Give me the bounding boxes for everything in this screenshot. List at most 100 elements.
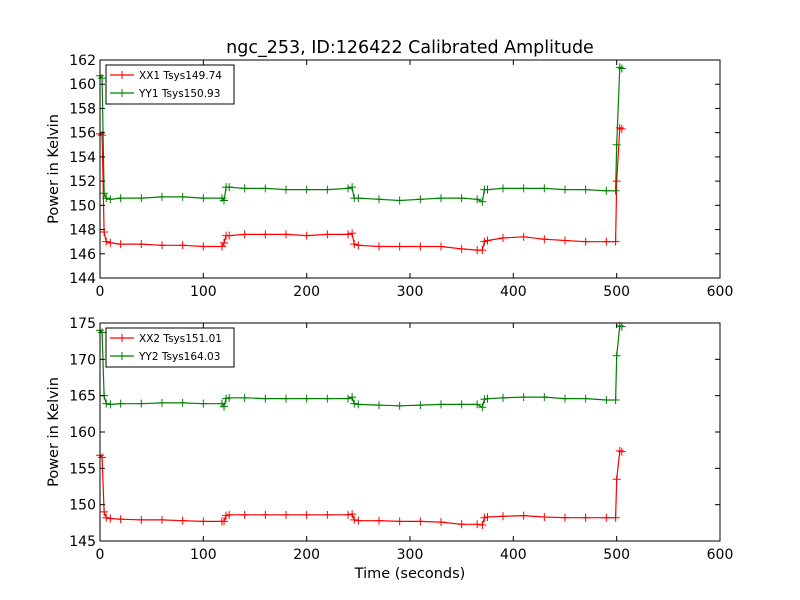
- data-point: [602, 513, 611, 522]
- data-point: [220, 517, 228, 526]
- data-point: [395, 517, 404, 526]
- data-point: [437, 242, 445, 251]
- data-point: [540, 513, 549, 522]
- data-point: [354, 516, 363, 525]
- x-tick-label: 0: [96, 284, 105, 300]
- data-point: [102, 513, 111, 522]
- data-point: [302, 185, 311, 194]
- legend-label: YY1 Tsys150.93: [138, 88, 220, 100]
- data-point: [499, 184, 507, 193]
- y-tick-label: 158: [69, 101, 96, 117]
- data-point: [158, 398, 166, 407]
- data-point: [106, 238, 115, 247]
- data-point: [98, 328, 107, 337]
- data-point: [612, 140, 621, 149]
- data-point: [261, 394, 270, 403]
- data-point: [261, 230, 270, 239]
- data-point: [483, 236, 492, 245]
- y-tick-label: 150: [69, 498, 96, 514]
- data-point: [225, 231, 234, 240]
- data-point: [478, 197, 487, 206]
- x-axis-label: Time (seconds): [354, 566, 466, 582]
- y-tick-label: 165: [69, 389, 96, 405]
- data-point: [457, 194, 466, 203]
- y-tick-label: 170: [69, 352, 96, 368]
- y-tick-label: 155: [69, 461, 96, 477]
- data-point: [102, 237, 111, 246]
- data-point: [617, 322, 626, 331]
- data-point: [395, 401, 404, 410]
- data-point: [137, 399, 146, 408]
- data-point: [581, 394, 590, 403]
- data-point: [457, 520, 466, 529]
- data-point: [225, 510, 234, 519]
- data-point: [437, 518, 445, 527]
- data-point: [519, 511, 528, 520]
- data-point: [178, 398, 187, 407]
- y-tick-label: 150: [69, 198, 96, 214]
- data-point: [116, 515, 125, 524]
- series-2: [96, 63, 626, 206]
- data-point: [344, 184, 352, 193]
- data-point: [478, 521, 487, 530]
- data-point: [158, 241, 166, 250]
- data-point: [302, 394, 311, 403]
- y-tick-label: 160: [69, 425, 96, 441]
- legend: XX2 Tsys151.01 YY2 Tsys164.03: [105, 327, 235, 368]
- data-point: [602, 396, 611, 405]
- data-point: [416, 195, 425, 204]
- data-point: [225, 183, 234, 192]
- data-point: [158, 515, 166, 524]
- data-point: [199, 399, 208, 408]
- series-2: [96, 321, 626, 412]
- data-point: [225, 393, 234, 402]
- data-point: [261, 510, 270, 519]
- data-point: [561, 394, 569, 403]
- y-tick-label: 146: [69, 247, 96, 263]
- data-point: [98, 453, 107, 462]
- data-point: [282, 185, 290, 194]
- data-point: [282, 394, 290, 403]
- data-point: [581, 237, 590, 246]
- legend-label: YY2 Tsys164.03: [138, 351, 220, 363]
- y-tick-label: 145: [69, 534, 96, 550]
- data-point: [611, 186, 620, 195]
- data-point: [323, 510, 332, 519]
- y-tick-label: 156: [69, 126, 96, 142]
- data-point: [416, 242, 425, 251]
- x-tick-label: 500: [603, 284, 630, 300]
- data-point: [478, 403, 487, 412]
- y-tick-label: 160: [69, 77, 96, 93]
- x-tick-label: 400: [500, 284, 527, 300]
- data-point: [240, 510, 249, 519]
- data-point: [611, 513, 620, 522]
- data-point: [100, 189, 109, 198]
- data-point: [499, 234, 507, 243]
- y-tick-label: 144: [69, 271, 96, 287]
- data-point: [102, 399, 111, 408]
- data-point: [100, 507, 109, 516]
- data-point: [519, 232, 528, 241]
- data-point: [612, 177, 621, 186]
- data-point: [158, 192, 166, 201]
- data-point: [437, 194, 445, 203]
- data-point: [581, 513, 590, 522]
- data-point: [261, 184, 270, 193]
- data-point: [375, 242, 383, 251]
- data-point: [483, 394, 492, 403]
- x-tick-label: 400: [500, 547, 527, 563]
- data-point: [519, 184, 528, 193]
- top-plot-panel: 0 100 200 300 400 500 600 144 146 148 150 152 154 156…: [46, 53, 733, 300]
- y-axis-label: Power in Kelvin: [46, 377, 62, 487]
- legend-label: XX1 Tsys149.74: [139, 70, 222, 82]
- data-point: [344, 510, 352, 519]
- data-point: [199, 194, 208, 203]
- data-point: [240, 184, 249, 193]
- data-point: [581, 185, 590, 194]
- data-point: [499, 512, 507, 521]
- data-point: [240, 393, 249, 402]
- data-point: [457, 400, 466, 409]
- data-point: [178, 516, 187, 525]
- data-point: [350, 399, 359, 408]
